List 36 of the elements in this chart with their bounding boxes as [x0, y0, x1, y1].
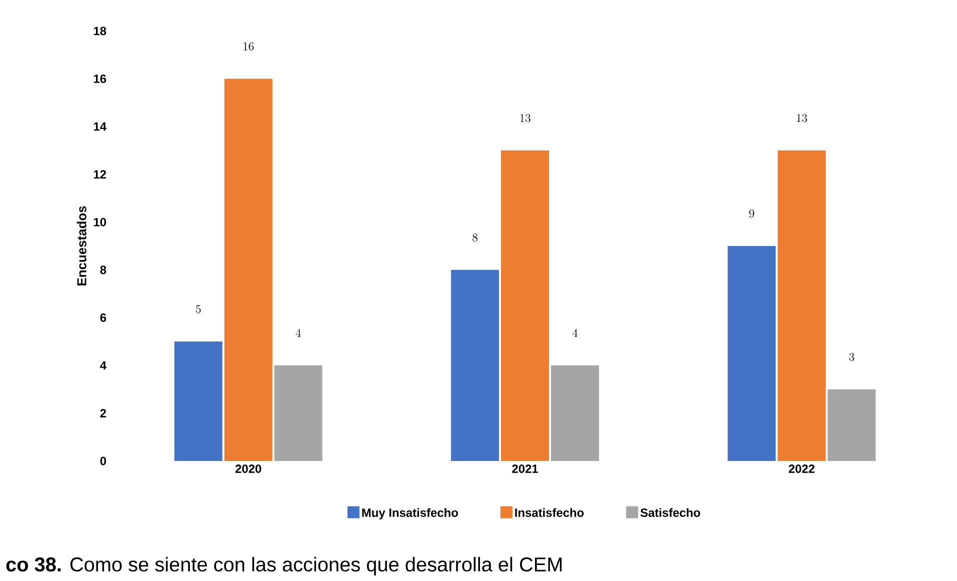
- bar: [778, 150, 826, 461]
- y-tick-label: 14: [94, 122, 106, 131]
- data-label: 9: [749, 210, 754, 218]
- y-tick-label: 2: [100, 409, 106, 418]
- bar: [828, 389, 876, 461]
- x-tick-label: 2022: [788, 464, 814, 473]
- bar: [224, 78, 272, 461]
- bar: [728, 246, 776, 461]
- data-label: 3: [849, 352, 854, 362]
- data-label: 13: [796, 114, 808, 122]
- y-tick-label: 0: [100, 456, 106, 466]
- bar: [551, 365, 600, 461]
- y-tick-label: 10: [94, 218, 106, 226]
- data-label: 4: [572, 328, 578, 337]
- text: co 38. Como se siente con las acciones que desarrolla el CEM: [6, 556, 562, 576]
- y-tick-label: 8: [100, 266, 106, 274]
- bar: [174, 342, 222, 461]
- y-tick-label: 18: [94, 26, 106, 36]
- legend-label: Insatisfecho: [515, 508, 584, 517]
- data-label: 13: [520, 114, 530, 122]
- x-tick-label: 2020: [235, 464, 262, 473]
- data-label: 16: [244, 42, 254, 50]
- bar: [501, 150, 550, 461]
- y-axis-title: Encuestados: [76, 206, 86, 286]
- bar: [451, 270, 500, 461]
- legend-label: Muy Insatisfecho: [362, 508, 458, 520]
- bar: [274, 365, 322, 461]
- y-tick-label: 4: [100, 361, 106, 370]
- data-label: 8: [472, 233, 478, 242]
- y-tick-label: 6: [100, 313, 106, 322]
- data-label: 4: [296, 328, 301, 337]
- y-tick-label: 16: [94, 74, 106, 83]
- legend-label: Satisfecho: [640, 508, 700, 517]
- data-label: 5: [196, 305, 201, 314]
- y-tick-label: 12: [94, 170, 106, 178]
- x-tick-label: 2021: [512, 464, 538, 473]
